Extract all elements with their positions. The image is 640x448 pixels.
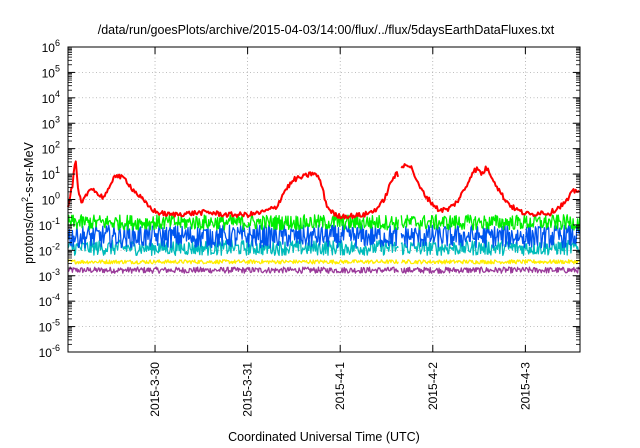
flux-series-1 [67,214,581,231]
y-tick-label-base: 10 [39,346,53,360]
y-tick-label-base: 10 [42,92,56,106]
y-tick-label: 102 [42,140,60,157]
x-tick-label: 2015-3-30 [148,362,162,417]
y-tick-label: 105 [42,63,60,80]
y-tick-label-base: 10 [39,219,53,233]
y-tick-label-base: 10 [42,168,56,182]
x-tick-labels: 2015-3-30 2015-3-31 2015-4-1 2015-4-2 2015-4… [148,362,532,417]
y-tick-label-exponent: 4 [55,89,60,99]
y-tick-label-base: 10 [39,295,53,309]
y-tick-label-base: 10 [42,117,56,131]
y-tick-label-exponent: -2 [52,241,60,251]
y-tick-label: 10-6 [39,343,60,360]
y-tick-label-exponent: 1 [55,165,60,175]
x-tick-label: 2015-4-1 [333,362,347,410]
x-axis-label: Coordinated Universal Time (UTC) [228,430,420,444]
y-axis-label-superscript: 2 [20,197,30,202]
y-tick-label: 103 [42,114,60,131]
y-axis-label-suffix: -s-sr-MeV [22,141,36,197]
y-axis-label-prefix: protons/cm [22,202,36,264]
y-tick-label-base: 10 [39,244,53,258]
y-tick-label-exponent: 3 [55,114,60,124]
series-layer [67,160,581,274]
y-tick-label: 104 [42,89,60,106]
y-tick-label-exponent: 6 [55,38,60,48]
tick-marks [68,46,580,353]
y-tick-label-base: 10 [42,194,56,208]
flux-series-4 [67,259,581,265]
y-tick-label: 10-5 [39,318,60,335]
y-tick-label: 10-3 [39,267,60,284]
y-tick-label-base: 10 [42,143,56,157]
y-tick-label-exponent: 0 [55,191,60,201]
y-tick-label-exponent: 5 [55,63,60,73]
x-tick-label: 2015-4-2 [426,362,440,410]
flux-series-3 [67,239,581,257]
y-tick-label-exponent: -5 [52,318,60,328]
y-tick-label-base: 10 [39,270,53,284]
y-tick-label-base: 10 [42,41,56,55]
y-tick-label: 10-1 [39,216,60,233]
flux-series-0 [67,160,580,220]
y-tick-labels: 10-610-510-410-310-210-11001011021031041… [39,38,60,360]
chart-title: /data/run/goesPlots/archive/2015-04-03/1… [98,23,555,37]
y-tick-label: 101 [42,165,60,182]
y-tick-label-exponent: -3 [52,267,60,277]
y-tick-label: 100 [42,191,60,208]
x-tick-label: 2015-3-31 [241,362,255,417]
y-tick-label-exponent: -6 [52,343,60,353]
x-tick-label: 2015-4-3 [518,362,532,410]
y-axis-label: protons/cm2-s-sr-MeV [20,141,36,263]
flux-series-2 [67,224,581,249]
y-tick-label-exponent: 2 [55,140,60,150]
y-tick-label: 10-2 [39,241,60,258]
y-tick-label-base: 10 [42,66,56,80]
y-tick-label: 106 [42,38,60,55]
y-tick-label-exponent: -1 [52,216,60,226]
y-tick-label: 10-4 [39,292,60,309]
y-tick-label-exponent: -4 [52,292,60,302]
y-tick-label-base: 10 [39,321,53,335]
flux-series-5 [67,266,581,274]
